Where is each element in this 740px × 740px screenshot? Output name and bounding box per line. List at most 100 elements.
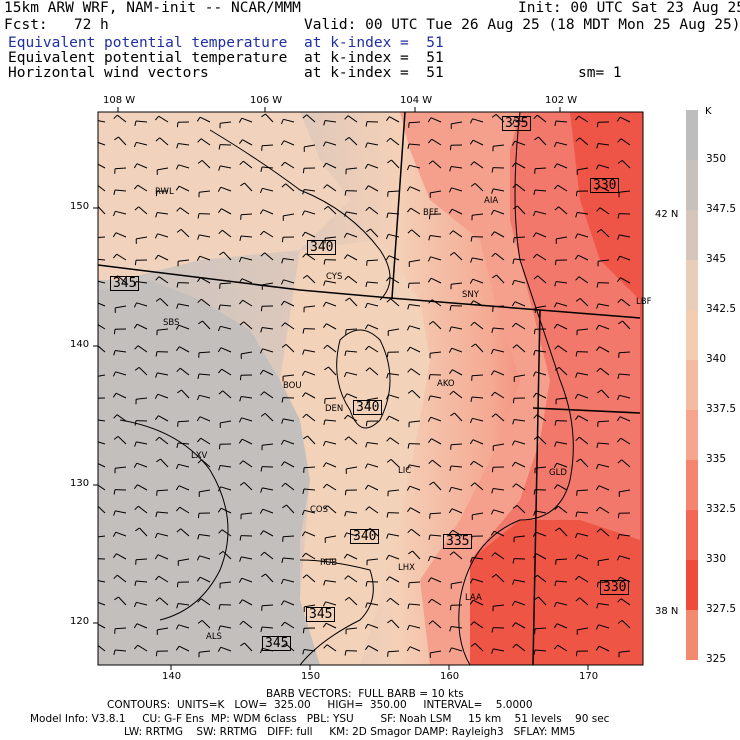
wind-barb-flag	[197, 159, 203, 164]
wind-barb-flag	[176, 143, 179, 149]
wind-barb-flag	[238, 278, 243, 284]
city-label: AIA	[484, 196, 499, 206]
wind-barb	[409, 304, 421, 307]
wind-barb	[98, 580, 106, 583]
theta-e-340-north-region	[98, 112, 350, 280]
wind-barb	[220, 507, 232, 514]
wind-barb	[431, 598, 442, 606]
wind-barb	[367, 558, 379, 561]
wind-barb-flag	[93, 580, 95, 585]
wind-barb-flag	[322, 622, 327, 628]
wind-barb	[454, 412, 463, 422]
wind-barb-flag	[575, 575, 580, 581]
wind-barb	[578, 415, 589, 422]
wind-barb-flag	[406, 507, 411, 513]
colorbar-level-label: 342.5	[706, 303, 736, 315]
wind-barb	[157, 167, 169, 171]
wind-barb	[579, 298, 589, 307]
wind-barb-flag	[281, 418, 284, 424]
wind-barb	[304, 144, 316, 148]
wind-barb	[137, 505, 148, 514]
wind-barb	[347, 575, 358, 583]
wind-barb-flag	[448, 487, 452, 493]
wind-barb	[493, 370, 505, 376]
wind-barb	[493, 144, 505, 147]
city-label: SBS	[163, 318, 180, 328]
wind-barb-flag	[575, 511, 578, 518]
wind-barb-flag	[406, 165, 410, 171]
wind-barb	[451, 508, 463, 514]
wind-barb	[116, 553, 127, 560]
wind-barb	[472, 257, 484, 261]
contour-line	[119, 419, 229, 621]
wind-barb	[537, 436, 547, 445]
wind-barb	[598, 259, 610, 262]
wind-barb-flag	[92, 280, 94, 285]
wind-barb	[513, 236, 526, 239]
wind-barb	[98, 644, 106, 652]
wind-barb	[282, 557, 295, 560]
wind-barb	[577, 212, 589, 215]
wind-barb-flag	[114, 596, 119, 601]
wind-barb-flag	[154, 233, 158, 239]
city-label: LHX	[398, 563, 415, 573]
wind-barb-flag	[553, 142, 557, 148]
wind-barb-flag	[197, 373, 200, 380]
wind-barb	[200, 598, 211, 606]
wind-barb-flag	[217, 486, 221, 492]
wind-barb	[326, 344, 337, 353]
wind-barb-flag	[323, 259, 326, 265]
wind-barb	[136, 281, 148, 284]
wind-barb-flag	[469, 278, 474, 284]
wind-barb	[536, 414, 547, 422]
wind-barb	[598, 645, 610, 652]
wind-barb	[179, 506, 190, 514]
wind-barb-flag	[365, 602, 368, 608]
wind-barb	[412, 550, 421, 560]
wind-barb-flag	[512, 558, 515, 564]
wind-barb-flag	[134, 441, 137, 447]
wind-barb	[200, 437, 211, 445]
wind-barb	[598, 624, 610, 629]
wind-barb	[514, 419, 526, 422]
wind-barb-flag	[196, 255, 201, 261]
wind-barb-flag	[533, 350, 536, 356]
wind-barb-flag	[198, 320, 203, 325]
wind-barb	[429, 512, 442, 515]
wind-barb	[348, 597, 358, 606]
wind-barb-flag	[133, 142, 137, 148]
colorbar-swatch	[686, 610, 698, 660]
wind-barb-flag	[322, 441, 326, 447]
wind-barb	[158, 276, 169, 284]
wind-barb-flag	[364, 484, 369, 490]
wind-barb	[157, 212, 169, 215]
wind-barb-flag	[238, 577, 243, 583]
wind-barb	[198, 373, 211, 376]
wind-barb	[98, 280, 106, 284]
wind-barb-flag	[470, 161, 475, 166]
wind-barb-flag	[93, 505, 97, 508]
wind-barb-flag	[322, 601, 326, 607]
wind-barb-flag	[470, 236, 473, 242]
wind-barb	[577, 328, 589, 331]
wind-barb	[200, 138, 211, 146]
wind-barb-flag	[469, 300, 474, 306]
wind-barb	[430, 235, 442, 238]
wind-barb-flag	[113, 189, 116, 196]
wind-barb-flag	[554, 441, 557, 447]
wind-barb-flag	[302, 189, 305, 195]
wind-barb-flag	[134, 281, 137, 287]
wind-barb	[286, 504, 295, 514]
wind-barb-flag	[176, 207, 181, 212]
wind-barb-flag	[154, 254, 159, 260]
wind-barb-flag	[365, 281, 368, 288]
wind-barb	[369, 367, 379, 376]
wind-barb	[347, 254, 358, 261]
wind-barb	[179, 367, 190, 376]
wind-barb	[159, 597, 169, 606]
wind-barb-flag	[407, 304, 410, 310]
field-2-level: at k-index = 51	[304, 50, 444, 66]
wind-barb	[515, 622, 526, 629]
wind-barb	[515, 322, 526, 330]
wind-barb	[304, 349, 316, 353]
